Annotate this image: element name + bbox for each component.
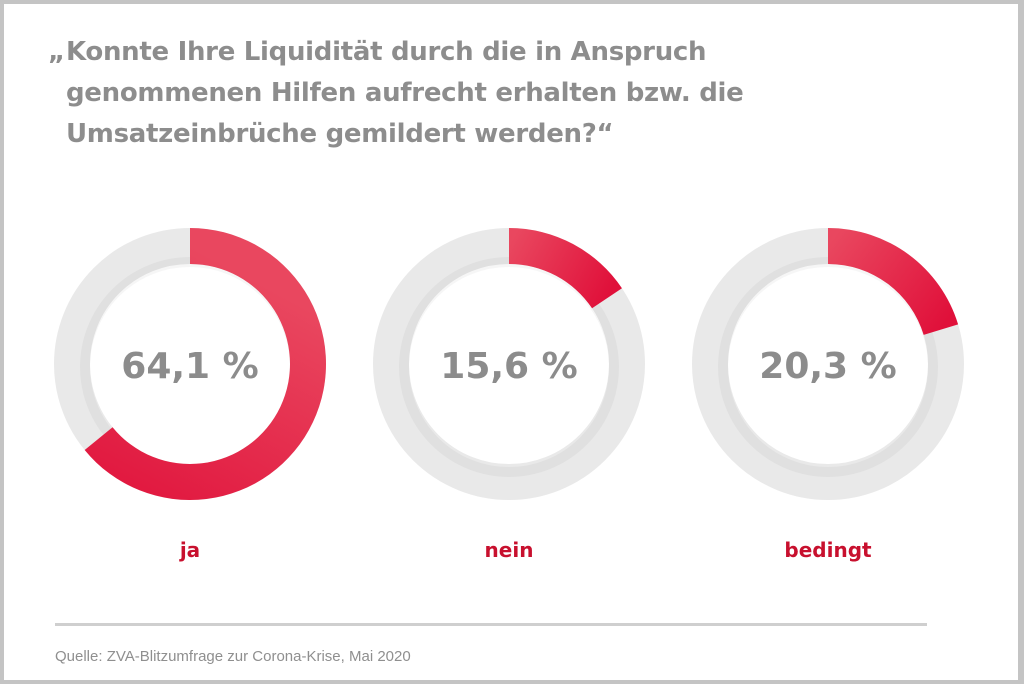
donut-nein: 15,6 % nein xyxy=(373,228,645,562)
category-label-ja: ja xyxy=(179,538,200,562)
category-label-bedingt: bedingt xyxy=(784,538,872,562)
value-label-nein: 15,6 % xyxy=(440,346,577,387)
category-label-nein: nein xyxy=(485,538,534,562)
title-line-1: „ Konnte Ihre Liquidität durch die in Ans… xyxy=(48,32,826,73)
value-label-bedingt: 20,3 % xyxy=(759,346,896,387)
title-line-3: Umsatzeinbrüche gemildert werden?“ xyxy=(66,119,614,149)
donut-bedingt: 20,3 % bedingt xyxy=(692,228,964,562)
value-label-ja: 64,1 % xyxy=(121,346,258,387)
chart-title: „ Konnte Ihre Liquidität durch die in Ans… xyxy=(48,32,826,155)
donut-ja: 64,1 % ja xyxy=(54,228,327,562)
footer-divider xyxy=(55,623,927,626)
title-line-1-text: Konnte Ihre Liquidität durch die in Ansp… xyxy=(66,37,707,67)
donut-value-arc-nein xyxy=(509,228,622,309)
donut-value-arc-bedingt xyxy=(828,228,959,335)
title-open-quote: „ xyxy=(48,37,65,67)
title-line-2: genommenen Hilfen aufrecht erhalten bzw.… xyxy=(66,78,744,108)
source-note: Quelle: ZVA-Blitzumfrage zur Corona-Kris… xyxy=(55,648,411,665)
donut-value-arc-ja xyxy=(84,228,327,500)
